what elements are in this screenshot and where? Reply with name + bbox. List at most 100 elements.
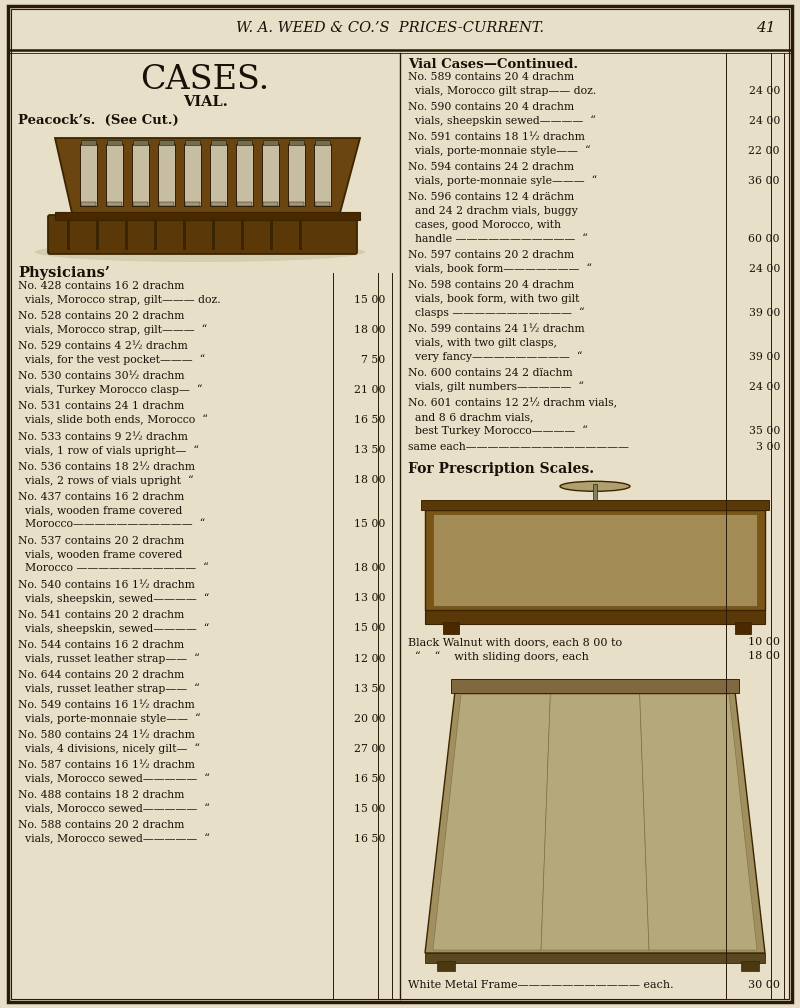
Text: vials, sheepskin, sewed————  “: vials, sheepskin, sewed———— “ <box>18 593 210 604</box>
Text: No. 588 contains 20 2 drachm: No. 588 contains 20 2 drachm <box>18 821 184 831</box>
Text: CASES.: CASES. <box>140 64 270 96</box>
Bar <box>67 220 70 250</box>
Text: 10 00: 10 00 <box>748 637 780 647</box>
Bar <box>210 144 227 206</box>
Text: No. 590 contains 20 4 drachm: No. 590 contains 20 4 drachm <box>408 102 574 112</box>
Bar <box>289 202 304 206</box>
Text: No. 596 contains 12 4 drächm: No. 596 contains 12 4 drächm <box>408 193 574 203</box>
Text: vials, slide both ends, Morocco  “: vials, slide both ends, Morocco “ <box>18 415 208 425</box>
Text: 16 50: 16 50 <box>354 774 385 784</box>
Text: handle ———————————  “: handle ——————————— “ <box>408 234 588 244</box>
Text: No. 540 contains 16 1½ drachm: No. 540 contains 16 1½ drachm <box>18 580 195 590</box>
Bar <box>55 212 360 220</box>
Bar <box>443 622 459 634</box>
Text: vials, 1 row of vials upright—  “: vials, 1 row of vials upright— “ <box>18 445 199 456</box>
Bar <box>241 220 244 250</box>
Text: No. 580 contains 24 1½ drachm: No. 580 contains 24 1½ drachm <box>18 730 195 740</box>
Bar <box>212 220 215 250</box>
Text: 24 00: 24 00 <box>749 264 780 274</box>
Text: No. 536 contains 18 2½ drachm: No. 536 contains 18 2½ drachm <box>18 462 195 472</box>
Text: No. 488 contains 18 2 drachm: No. 488 contains 18 2 drachm <box>18 790 184 800</box>
Bar <box>80 144 97 206</box>
Text: vials, Morocco strap, gilt——— doz.: vials, Morocco strap, gilt——— doz. <box>18 294 221 304</box>
Text: No. 598 contains 20 4 drachm: No. 598 contains 20 4 drachm <box>408 280 574 290</box>
Bar <box>133 202 148 206</box>
Bar <box>421 500 769 510</box>
Text: 60 00: 60 00 <box>749 234 780 244</box>
Text: vials, gilt numbers—————  “: vials, gilt numbers————— “ <box>408 381 584 392</box>
Bar <box>299 220 302 250</box>
Text: 27 00: 27 00 <box>354 744 385 754</box>
Text: clasps ———————————  “: clasps ——————————— “ <box>408 307 585 319</box>
Polygon shape <box>55 138 360 213</box>
Bar <box>184 144 201 206</box>
Text: same each———————————————: same each——————————————— <box>408 442 629 452</box>
Text: vials, for the vest pocket———  “: vials, for the vest pocket——— “ <box>18 355 206 365</box>
Ellipse shape <box>560 481 630 491</box>
Text: vials, Morocco strap, gilt———  “: vials, Morocco strap, gilt——— “ <box>18 325 207 336</box>
Text: 13 00: 13 00 <box>354 594 385 604</box>
Text: and 8 6 drachm vials,: and 8 6 drachm vials, <box>408 412 534 422</box>
Text: 15 00: 15 00 <box>354 804 385 814</box>
Text: vials, wooden frame covered: vials, wooden frame covered <box>18 505 182 515</box>
Bar <box>106 144 123 206</box>
Text: No. 531 contains 24 1 drachm: No. 531 contains 24 1 drachm <box>18 401 184 411</box>
Text: 39 00: 39 00 <box>749 307 780 318</box>
Bar <box>288 144 305 206</box>
Text: vials, porte-monnaie syle———  “: vials, porte-monnaie syle——— “ <box>408 175 598 186</box>
Bar <box>81 140 96 145</box>
Text: vials, 4 divisions, nicely gilt—  “: vials, 4 divisions, nicely gilt— “ <box>18 744 200 754</box>
Text: 12 00: 12 00 <box>354 653 385 663</box>
Text: cases, good Morocco, with: cases, good Morocco, with <box>408 220 561 230</box>
Text: No. 537 contains 20 2 drachm: No. 537 contains 20 2 drachm <box>18 535 184 545</box>
Text: No. 599 contains 24 1½ drachm: No. 599 contains 24 1½ drachm <box>408 325 585 334</box>
Text: 16 50: 16 50 <box>354 415 385 425</box>
Text: vials, Turkey Morocco clasp—  “: vials, Turkey Morocco clasp— “ <box>18 385 202 395</box>
Text: 20 00: 20 00 <box>354 714 385 724</box>
Bar <box>158 144 175 206</box>
Text: 24 00: 24 00 <box>749 116 780 126</box>
Bar <box>107 140 122 145</box>
Text: best Turkey Morocco————  “: best Turkey Morocco———— “ <box>408 425 588 436</box>
Bar <box>263 140 278 145</box>
Text: No. 587 contains 16 1½ drachm: No. 587 contains 16 1½ drachm <box>18 760 195 770</box>
Text: Morocco———————————  “: Morocco——————————— “ <box>18 519 206 529</box>
Text: White Metal Frame——————————— each.: White Metal Frame——————————— each. <box>408 980 674 990</box>
Bar <box>314 144 331 206</box>
Bar <box>211 202 226 206</box>
Text: 13 50: 13 50 <box>354 683 385 694</box>
Text: 15 00: 15 00 <box>354 623 385 633</box>
Text: vials, Morocco sewed—————  “: vials, Morocco sewed————— “ <box>18 773 210 784</box>
Text: No. 597 contains 20 2 drachm: No. 597 contains 20 2 drachm <box>408 250 574 260</box>
Polygon shape <box>640 695 757 950</box>
Text: VIAL.: VIAL. <box>182 95 227 109</box>
FancyBboxPatch shape <box>48 215 357 254</box>
Text: No. 530 contains 30½ drachm: No. 530 contains 30½ drachm <box>18 371 185 381</box>
Bar <box>433 514 757 606</box>
Text: vials, book form, with two gilt: vials, book form, with two gilt <box>408 294 579 304</box>
Bar <box>315 202 330 206</box>
Polygon shape <box>433 695 550 950</box>
Bar <box>132 144 149 206</box>
Bar <box>425 610 765 624</box>
Text: No. 600 contains 24 2 dïachm: No. 600 contains 24 2 dïachm <box>408 368 573 378</box>
Text: Morocco ———————————  “: Morocco ——————————— “ <box>18 563 209 574</box>
Bar <box>236 144 253 206</box>
Text: vials, Morocco sewed—————  “: vials, Morocco sewed————— “ <box>18 834 210 845</box>
Bar <box>270 220 273 250</box>
Text: No. 549 contains 16 1½ drachm: No. 549 contains 16 1½ drachm <box>18 700 194 710</box>
Polygon shape <box>541 695 649 950</box>
Text: vials, book form———————  “: vials, book form——————— “ <box>408 264 592 274</box>
Bar <box>159 140 174 145</box>
Text: 30 00: 30 00 <box>748 980 780 990</box>
Text: 41: 41 <box>757 21 776 35</box>
Text: vials, porte-monnaie style——  “: vials, porte-monnaie style—— “ <box>18 714 201 724</box>
Text: vials, wooden frame covered: vials, wooden frame covered <box>18 549 182 559</box>
Bar <box>263 202 278 206</box>
Text: vials, porte-monnaie style——  “: vials, porte-monnaie style—— “ <box>408 145 590 156</box>
Text: vials, with two gilt clasps,: vials, with two gilt clasps, <box>408 338 557 348</box>
Text: vials, russet leather strap——  “: vials, russet leather strap—— “ <box>18 653 200 664</box>
Text: 24 00: 24 00 <box>749 86 780 96</box>
Text: No. 591 contains 18 1½ drachm: No. 591 contains 18 1½ drachm <box>408 132 585 142</box>
Text: 18 00: 18 00 <box>354 325 385 335</box>
